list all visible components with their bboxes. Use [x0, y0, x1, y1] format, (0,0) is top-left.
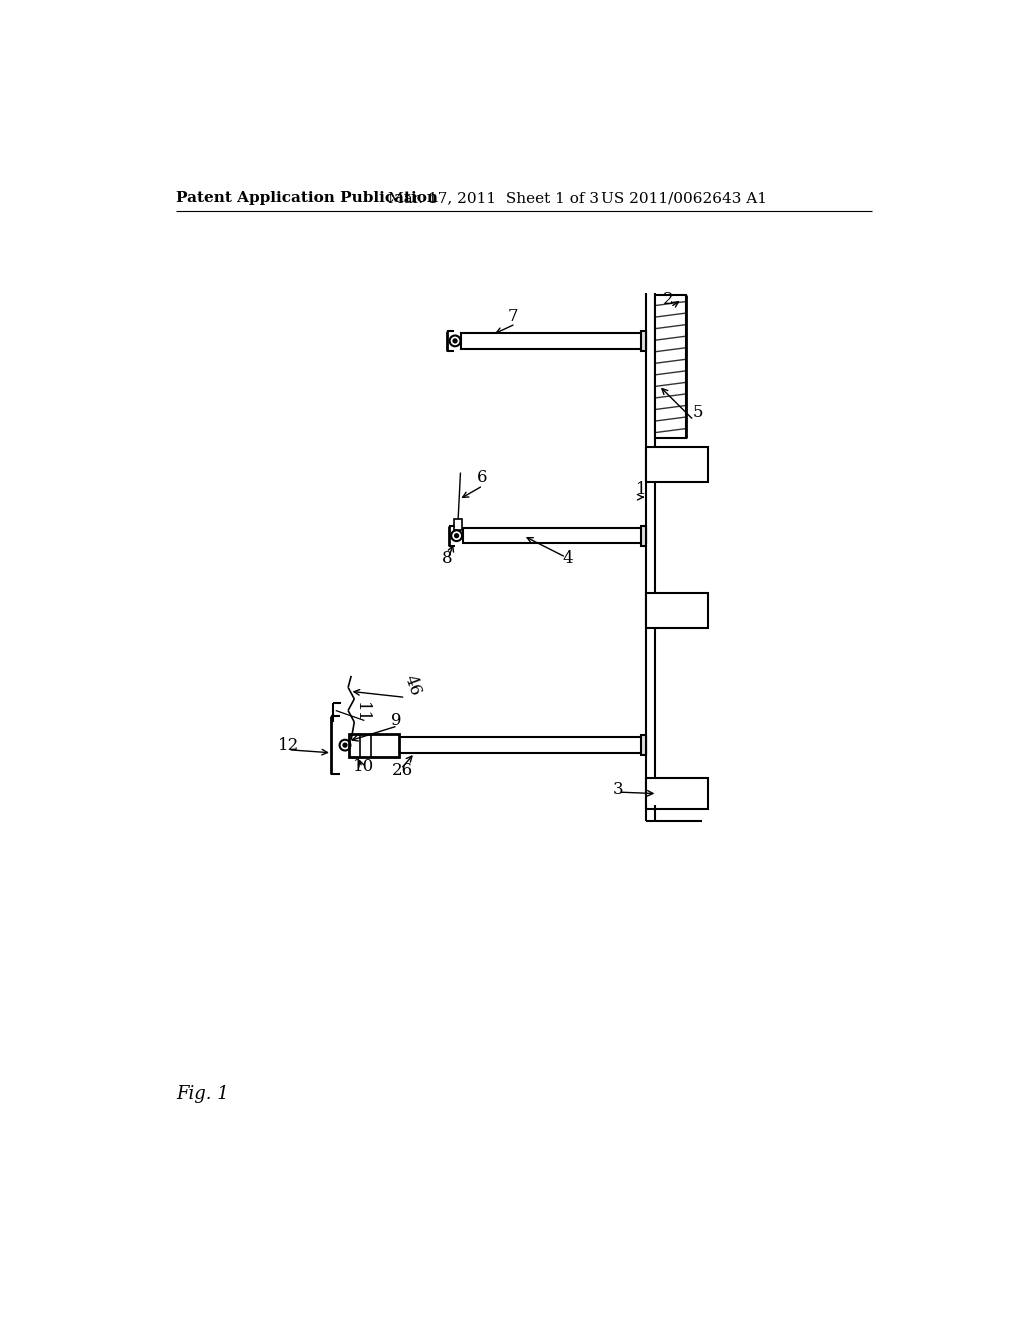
Circle shape — [455, 533, 459, 537]
Circle shape — [453, 339, 457, 343]
Circle shape — [343, 743, 347, 747]
Text: 26: 26 — [391, 762, 413, 779]
Bar — [463, 528, 646, 544]
Text: 6: 6 — [477, 470, 487, 487]
Text: Fig. 1: Fig. 1 — [176, 1085, 228, 1104]
Text: Patent Application Publication: Patent Application Publication — [176, 191, 438, 206]
Text: 3: 3 — [612, 781, 623, 799]
Text: 9: 9 — [391, 711, 402, 729]
Bar — [646, 779, 708, 809]
Bar — [641, 735, 646, 755]
Bar — [646, 594, 708, 628]
Bar — [655, 296, 686, 438]
Text: 46: 46 — [400, 673, 424, 698]
Text: Mar. 17, 2011  Sheet 1 of 3: Mar. 17, 2011 Sheet 1 of 3 — [388, 191, 599, 206]
Bar — [349, 734, 399, 756]
Bar — [641, 331, 646, 351]
Text: 4: 4 — [562, 550, 572, 568]
Text: 7: 7 — [508, 308, 518, 325]
Text: 10: 10 — [352, 758, 374, 775]
Text: 2: 2 — [663, 290, 674, 308]
Bar — [391, 738, 646, 752]
Text: 1: 1 — [636, 480, 646, 498]
Text: 12: 12 — [278, 737, 299, 754]
Text: 11: 11 — [352, 702, 370, 723]
Bar — [646, 447, 708, 482]
Bar — [455, 519, 462, 531]
Bar — [641, 525, 646, 545]
Text: US 2011/0062643 A1: US 2011/0062643 A1 — [601, 191, 767, 206]
Bar — [461, 333, 646, 348]
Text: 8: 8 — [442, 550, 453, 568]
Text: 5: 5 — [692, 404, 702, 421]
